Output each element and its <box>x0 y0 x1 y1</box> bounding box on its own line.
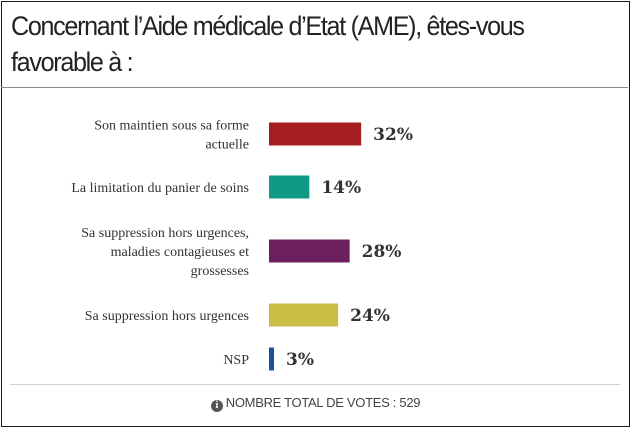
vote-count: i NOMBRE TOTAL DE VOTES : 529 <box>0 395 631 412</box>
poll-title-line-2: favorable à : <box>11 47 134 77</box>
bar-value-label-3: 28% <box>362 242 402 262</box>
category-label-5-line-1: NSP <box>223 353 249 368</box>
title-divider <box>1 87 628 88</box>
category-label-1-line-2: actuelle <box>205 138 249 153</box>
info-icon: i <box>210 400 223 412</box>
vote-count-text: NOMBRE TOTAL DE VOTES : 529 <box>225 395 421 410</box>
bar-1 <box>269 122 362 146</box>
poll-title: Concernant l’Aide médicale d’Etat (AME),… <box>11 8 569 80</box>
category-label-3-line-2: maladies contagieuses et <box>111 245 250 260</box>
category-label-2-line-1: La limitation du panier de soins <box>71 181 249 196</box>
bar-3 <box>269 239 350 263</box>
category-label-1-line-1: Son maintien sous sa forme <box>94 119 249 134</box>
category-label-3-line-3: grossesses <box>191 264 249 279</box>
bar-value-label-1: 32% <box>373 125 413 145</box>
bar-value-label-2: 14% <box>321 178 361 198</box>
category-label-3-line-1: Sa suppression hors urgences, <box>81 226 249 241</box>
bar-2 <box>269 175 310 199</box>
poll-title-line-1: Concernant l’Aide médicale d’Etat (AME),… <box>11 11 525 41</box>
bar-value-label-4: 24% <box>350 306 390 326</box>
bar-4 <box>269 303 339 327</box>
bar-value-label-5: 3% <box>286 350 314 370</box>
category-label-4-line-1: Sa suppression hors urgences <box>85 309 249 324</box>
footer-divider <box>10 384 620 385</box>
bar-5 <box>269 347 274 371</box>
